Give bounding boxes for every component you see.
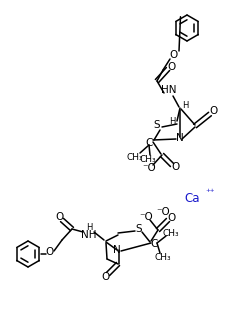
Text: S: S: [136, 224, 142, 234]
Text: CH₃: CH₃: [155, 252, 171, 261]
Text: N: N: [176, 133, 184, 143]
Text: H: H: [169, 116, 175, 126]
Text: S: S: [154, 120, 160, 130]
Text: O: O: [46, 247, 54, 257]
Text: ⁻O: ⁻O: [156, 207, 170, 217]
Text: HN: HN: [161, 85, 177, 95]
Text: H: H: [86, 224, 92, 232]
Text: CH₃: CH₃: [127, 153, 143, 162]
Text: CH₃: CH₃: [163, 229, 179, 238]
Text: ⁻O: ⁻O: [139, 212, 153, 222]
Text: C: C: [145, 138, 153, 148]
Text: CH₃: CH₃: [140, 156, 156, 164]
Text: O: O: [168, 213, 176, 223]
Text: O: O: [101, 272, 109, 282]
Text: H: H: [182, 101, 188, 110]
Text: O: O: [55, 212, 63, 222]
Text: N: N: [113, 245, 121, 255]
Text: Ca: Ca: [184, 191, 200, 204]
Text: O: O: [210, 106, 218, 116]
Text: O: O: [170, 50, 178, 60]
Text: NH: NH: [81, 230, 97, 240]
Text: ⁺⁺: ⁺⁺: [205, 188, 215, 197]
Text: ⁻O: ⁻O: [142, 163, 156, 173]
Text: C: C: [150, 239, 158, 249]
Text: O: O: [168, 62, 176, 72]
Text: O: O: [171, 162, 179, 172]
